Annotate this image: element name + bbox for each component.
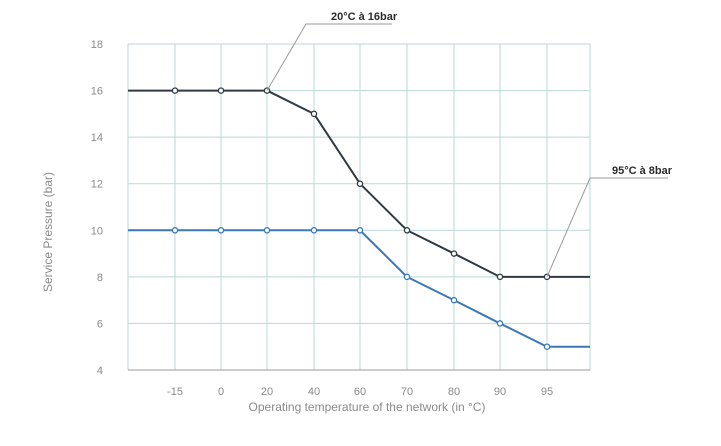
data-point-marker <box>450 296 458 304</box>
tick-labels: 4 6 8 10 12 14 16 18 -15 0 20 40 60 70 80 90 95 <box>91 39 553 398</box>
grid <box>127 43 591 371</box>
data-point-marker <box>310 227 318 234</box>
data-point-marker <box>217 87 225 94</box>
annotation-leader-line <box>266 23 392 91</box>
series-line-2 <box>128 229 590 348</box>
x-tick-label: 20 <box>261 386 273 398</box>
data-point-marker <box>403 273 411 281</box>
y-axis-title: Service Pressure (bar) <box>41 172 55 292</box>
x-tick-label: 70 <box>401 386 413 398</box>
x-tick-label: 90 <box>494 386 506 398</box>
data-point-marker <box>263 227 271 234</box>
data-point-marker <box>171 87 179 94</box>
y-tick-label: 8 <box>97 272 103 284</box>
y-tick-label: 4 <box>97 365 103 377</box>
data-point-marker <box>310 110 318 118</box>
data-point-marker <box>217 227 225 234</box>
y-tick-label: 12 <box>91 179 103 191</box>
data-point-marker <box>450 250 458 257</box>
annotation-label: 20°C à 16bar <box>331 11 398 23</box>
y-tick-label: 16 <box>91 86 103 98</box>
annotations: 20°C à 16bar 95°C à 8bar <box>266 11 673 278</box>
x-tick-label: 0 <box>218 386 224 398</box>
x-tick-label: 80 <box>448 386 460 398</box>
data-point-marker <box>543 343 551 350</box>
x-tick-label: 40 <box>308 386 320 398</box>
data-point-marker <box>403 227 411 234</box>
annotation-leader-line <box>546 177 668 278</box>
data-point-marker <box>496 320 504 327</box>
x-tick-label: -15 <box>167 386 183 398</box>
x-tick-label: 60 <box>354 386 366 398</box>
y-tick-label: 14 <box>91 132 103 144</box>
y-tick-label: 18 <box>91 39 103 51</box>
x-axis-title: Operating temperature of the network (in… <box>249 400 486 414</box>
data-point-marker <box>356 227 364 234</box>
series-group <box>128 87 590 350</box>
y-tick-label: 10 <box>91 225 103 237</box>
x-tick-label: 95 <box>541 386 553 398</box>
annotation-label: 95°C à 8bar <box>612 165 673 177</box>
data-point-marker <box>356 180 364 187</box>
data-point-marker <box>496 273 504 281</box>
data-point-marker <box>171 227 179 234</box>
y-tick-label: 6 <box>97 318 103 330</box>
